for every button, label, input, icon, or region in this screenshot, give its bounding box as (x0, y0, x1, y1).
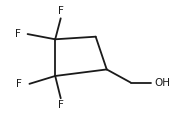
Text: F: F (16, 79, 22, 89)
Text: OH: OH (155, 78, 171, 88)
Text: F: F (58, 100, 64, 110)
Text: F: F (58, 6, 64, 16)
Text: F: F (15, 29, 20, 39)
